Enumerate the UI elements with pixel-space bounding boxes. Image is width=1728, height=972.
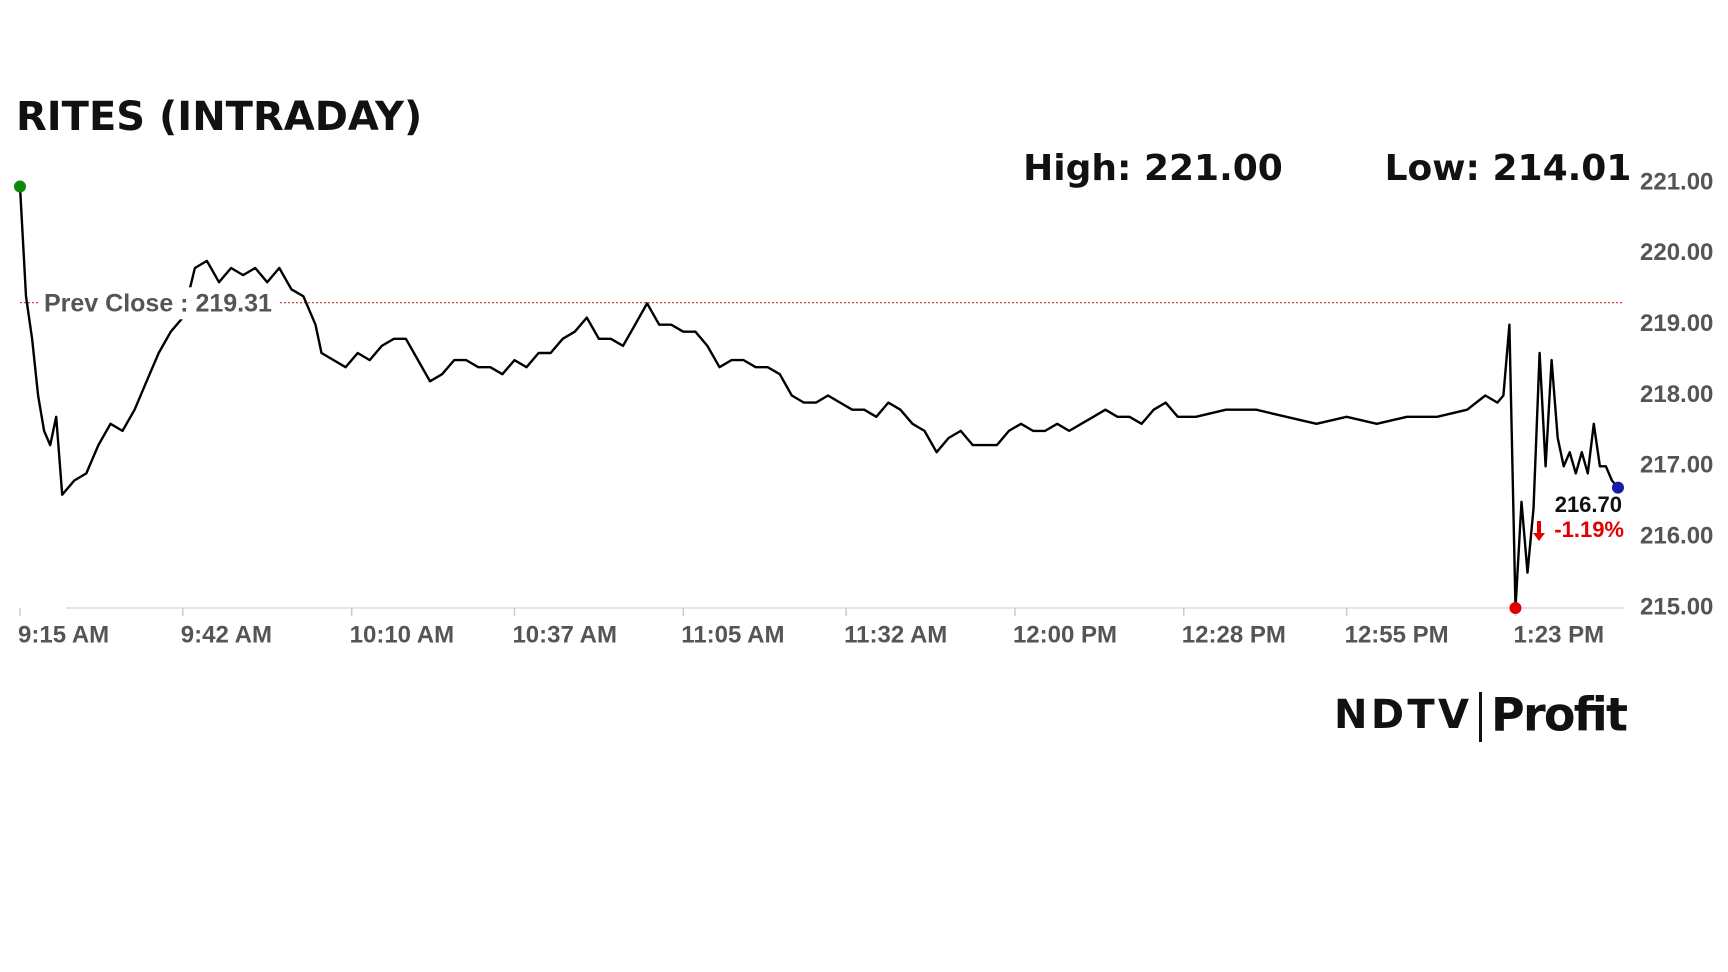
high-label: High: 221.00 <box>1023 148 1283 189</box>
prev-close-label: Prev Close : 219.31 <box>44 289 272 317</box>
y-tick-label: 217.00 <box>1640 452 1713 479</box>
y-tick-label: 220.00 <box>1640 239 1713 266</box>
change-arrow <box>1533 521 1545 541</box>
x-tick-label: 10:10 AM <box>350 621 454 648</box>
logo-ndtv: NDTV <box>1334 692 1469 738</box>
x-tick-label: 11:05 AM <box>681 621 784 648</box>
chart-title: RITES (INTRADAY) <box>16 94 422 140</box>
last-value-label: 216.70 <box>1555 492 1622 517</box>
x-tick-label: 9:42 AM <box>181 621 272 648</box>
last-marker <box>1611 481 1624 494</box>
low-marker <box>1509 602 1522 614</box>
y-tick-label: 215.00 <box>1640 593 1713 620</box>
x-tick-label: 10:37 AM <box>512 621 616 648</box>
y-tick-label: 218.00 <box>1640 381 1713 408</box>
x-tick-label: 12:00 PM <box>1013 621 1117 648</box>
y-tick-label: 221.00 <box>1640 168 1713 195</box>
start-marker <box>14 180 26 193</box>
x-tick-label: 1:23 PM <box>1513 621 1604 648</box>
logo: NDTV Profit <box>1334 688 1628 742</box>
x-tick-label: 9:15 AM <box>18 621 109 648</box>
change-label: -1.19% <box>1554 517 1624 542</box>
x-tick-label: 11:32 AM <box>844 621 947 648</box>
prev-close-label-bg <box>38 287 279 320</box>
y-tick-label: 216.00 <box>1640 523 1713 550</box>
x-tick-label: 12:55 PM <box>1345 621 1449 648</box>
logo-profit: Profit <box>1491 688 1628 742</box>
x-tick-label: 12:28 PM <box>1182 621 1286 648</box>
low-label: Low: 214.01 <box>1385 148 1632 189</box>
price-line <box>18 186 1619 610</box>
y-tick-label: 219.00 <box>1640 310 1713 337</box>
plot-area: 215.00 216.00 217.00 218.00 219.00 220.00 221.… <box>14 168 1713 648</box>
logo-divider <box>1479 692 1482 742</box>
